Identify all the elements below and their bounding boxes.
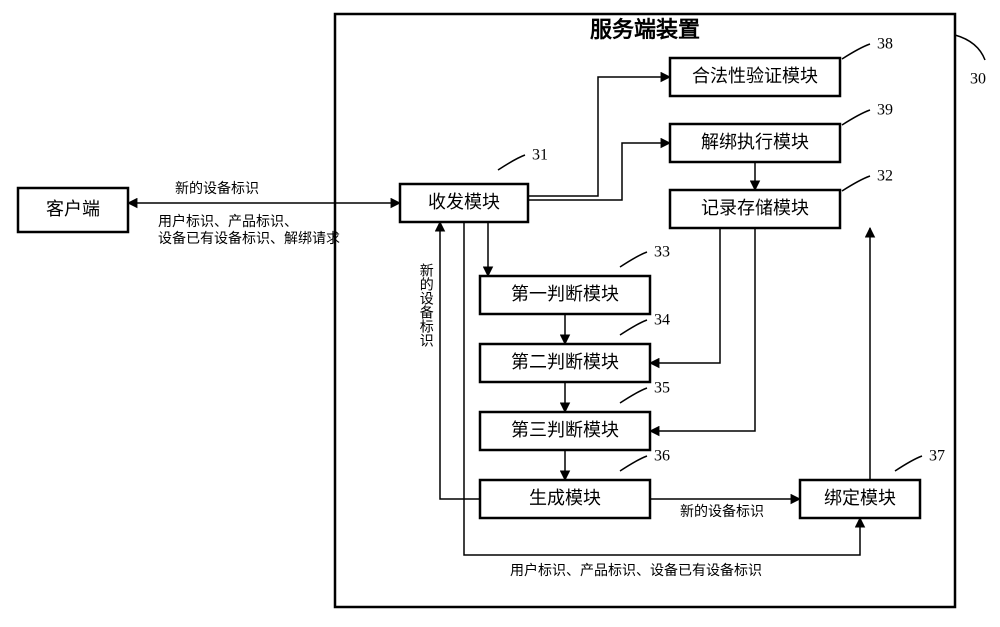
diagram-canvas: 服务端装置 30 客户端 收发模块 31 合法性验证模块 38 解绑执行模块 39 记录存储模块 3… <box>0 0 1000 627</box>
unbind-label: 解绑执行模块 <box>701 132 809 152</box>
judge3-label: 第三判断模块 <box>511 420 619 440</box>
server-container-title: 服务端装置 <box>590 17 700 42</box>
ref-num-30: 30 <box>970 71 986 88</box>
store-label: 记录存储模块 <box>701 198 809 218</box>
edge-label-0-1: 用户标识、产品标识、 <box>158 213 298 230</box>
ref-num-31: 31 <box>532 147 548 164</box>
ref-num-37: 37 <box>929 448 945 465</box>
valid-label: 合法性验证模块 <box>692 66 818 86</box>
edge-label-0-2: 设备已有设备标识、解绑请求 <box>158 230 340 247</box>
trx-label: 收发模块 <box>428 192 500 212</box>
edge-label-8-0: 新的设备标识 <box>680 503 764 520</box>
bind-label: 绑定模块 <box>824 488 896 508</box>
ref-num-33: 33 <box>654 244 670 261</box>
edge-label-13-0: 用户标识、产品标识、设备已有设备标识 <box>510 562 762 579</box>
ref-num-39: 39 <box>877 102 893 119</box>
ref-num-32: 32 <box>877 168 893 185</box>
ref-num-38: 38 <box>877 36 893 53</box>
leader-30 <box>955 35 985 60</box>
edge-label-0-0: 新的设备标识 <box>175 180 259 197</box>
ref-num-35: 35 <box>654 380 670 397</box>
judge2-label: 第二判断模块 <box>511 352 619 372</box>
ref-num-34: 34 <box>654 312 670 329</box>
judge1-label: 第一判断模块 <box>511 284 619 304</box>
ref-num-36: 36 <box>654 448 670 465</box>
edge-vlabel-12: 新的设备标识 <box>418 263 434 347</box>
client-label: 客户端 <box>46 199 100 219</box>
gen-label: 生成模块 <box>529 488 601 508</box>
